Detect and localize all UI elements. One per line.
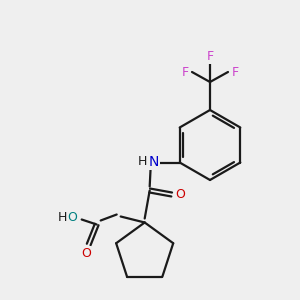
Text: F: F <box>231 65 239 79</box>
Text: F: F <box>182 65 189 79</box>
Text: H: H <box>58 211 68 224</box>
Text: N: N <box>148 155 159 170</box>
Text: O: O <box>67 211 76 224</box>
Text: F: F <box>206 50 214 64</box>
Text: O: O <box>175 188 184 201</box>
Text: O: O <box>81 247 91 260</box>
Text: H: H <box>138 155 147 168</box>
